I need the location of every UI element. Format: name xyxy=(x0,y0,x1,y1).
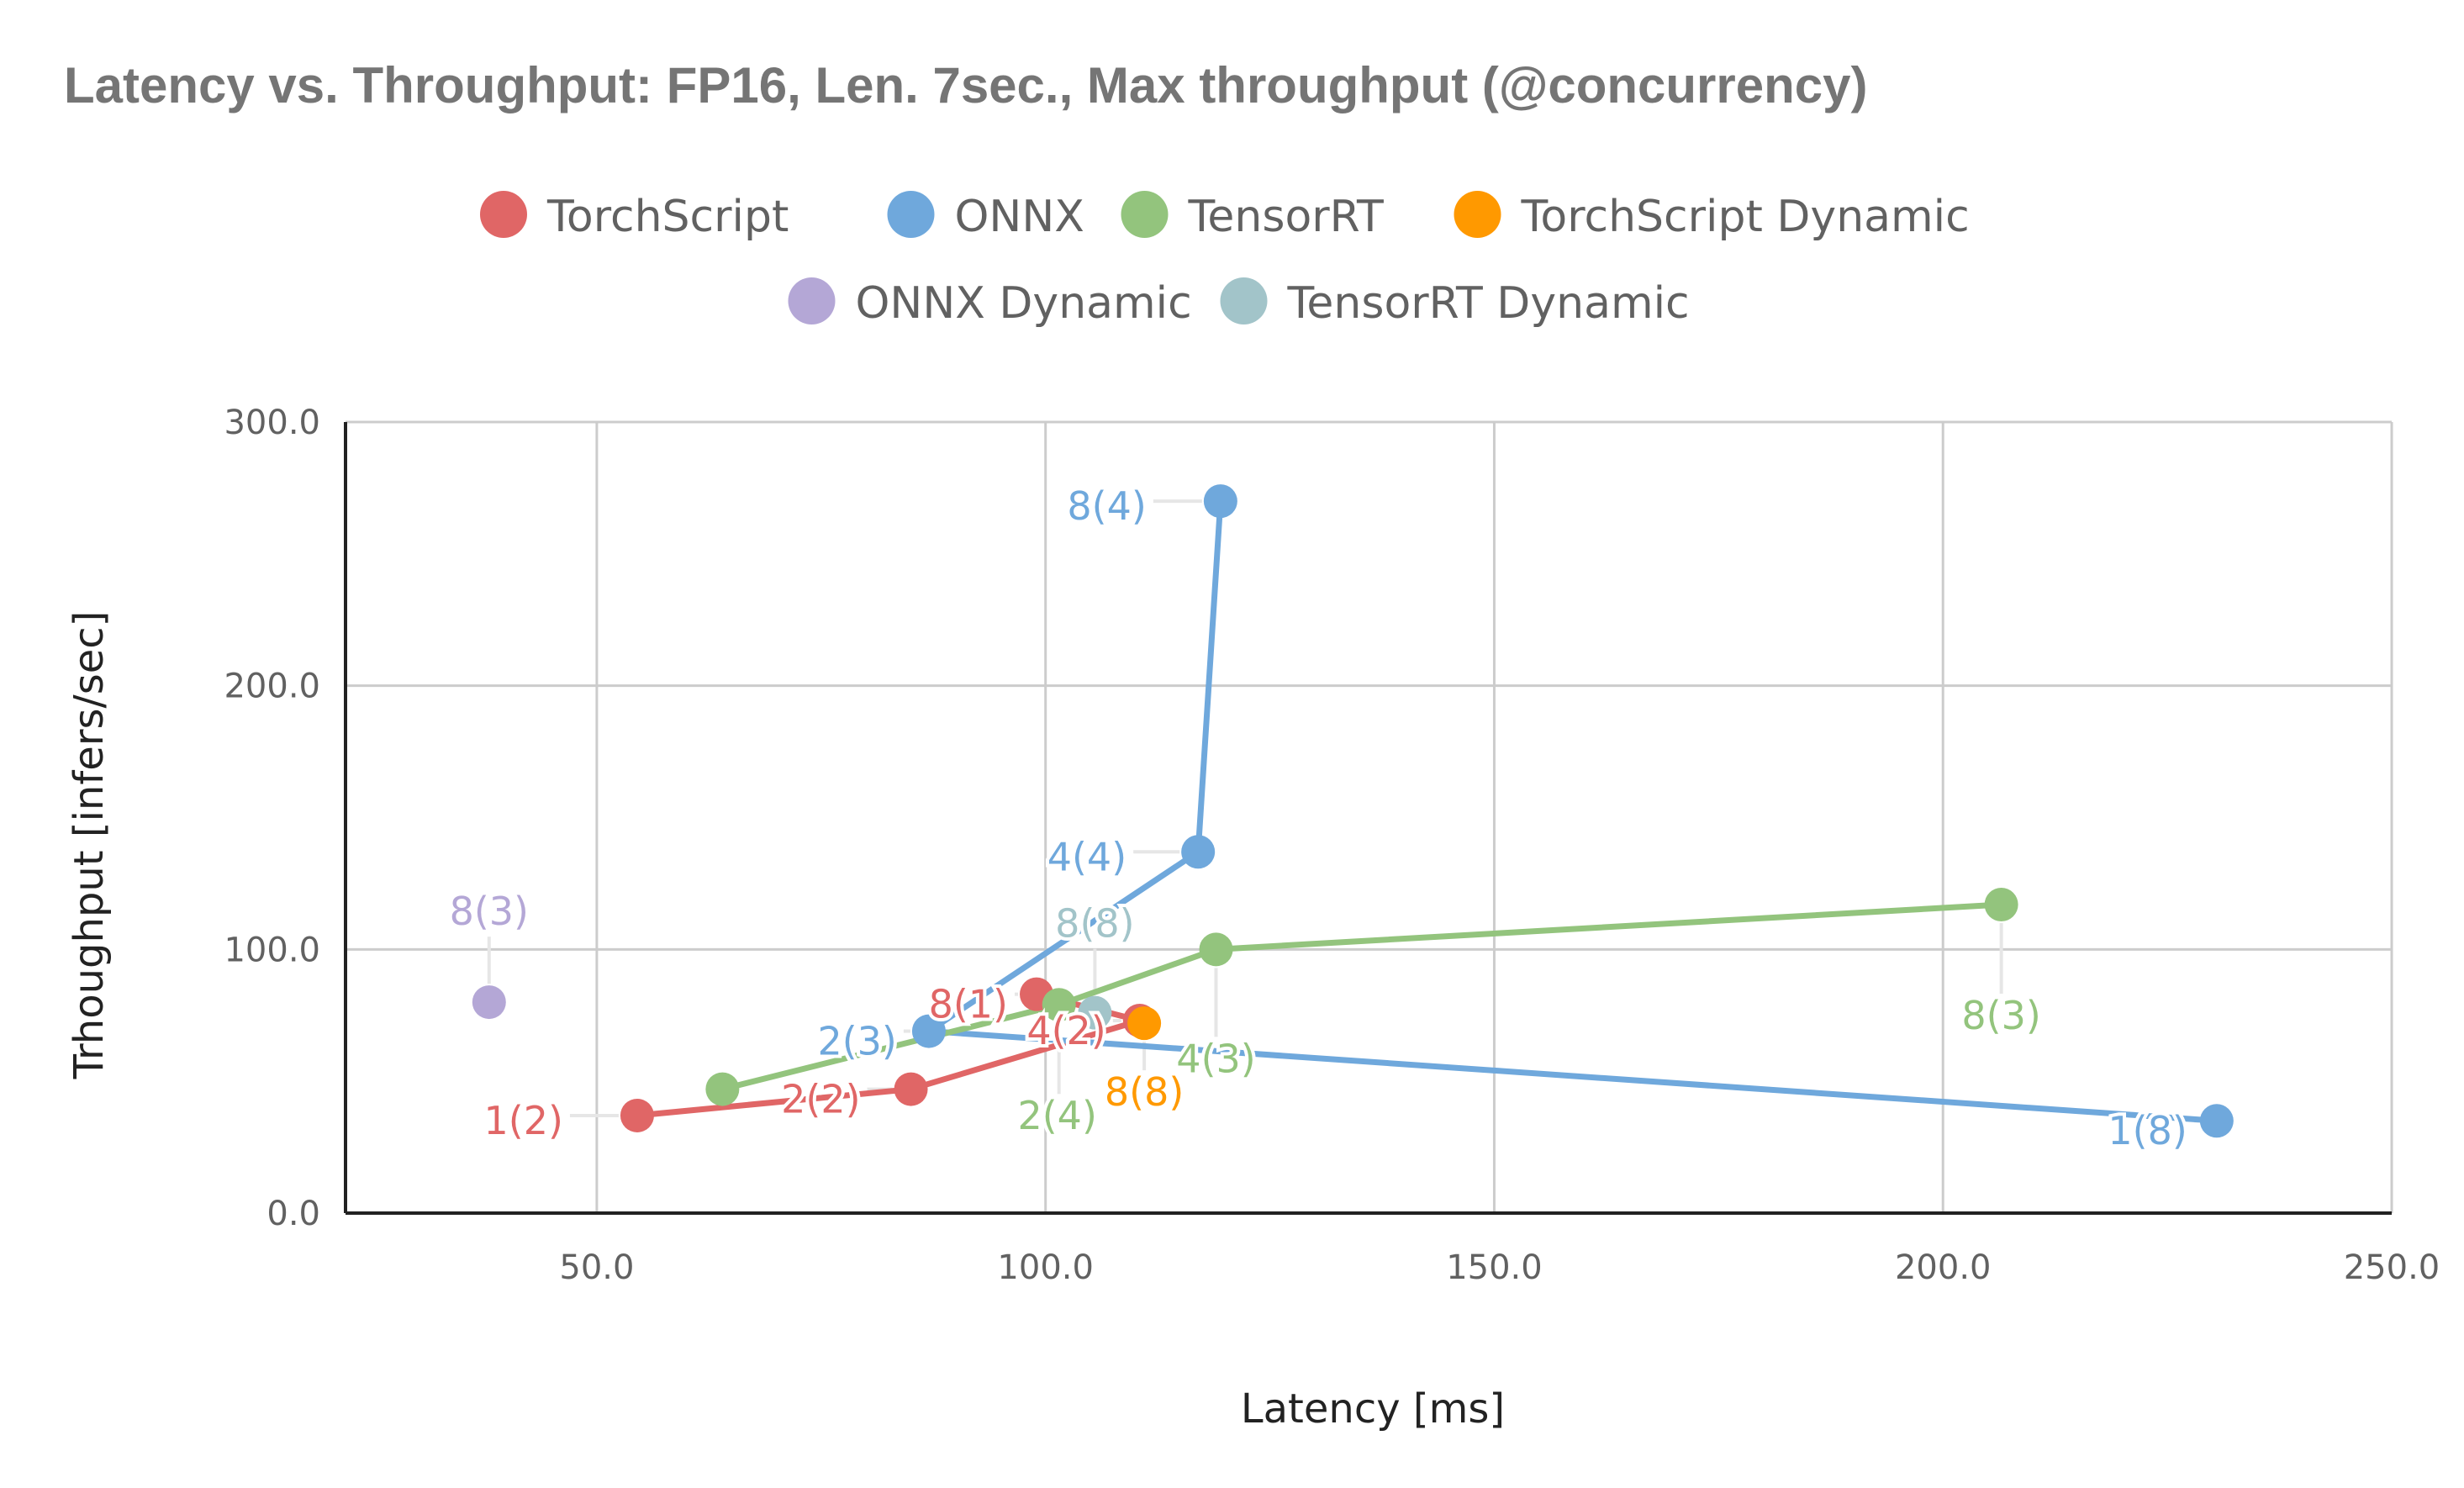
axes xyxy=(344,422,2392,1215)
point-label-1-2: 4(4) xyxy=(1047,834,1126,879)
point-label-0-0: 1(2) xyxy=(484,1098,563,1143)
ticks: 50.0 100.0 150.0 200.0 250.0 0.0 100.0 200.0 300… xyxy=(224,404,2440,1287)
point-1-0 xyxy=(2199,1104,2234,1138)
point-2-2 xyxy=(1199,932,1233,967)
legend-marker-2 xyxy=(1121,191,1169,238)
point-label-2-3: 8(3) xyxy=(1961,993,2040,1038)
point-label-0-1: 2(2) xyxy=(781,1077,860,1122)
chart-title: Latency vs. Throughput: FP16, Len. 7sec.… xyxy=(64,57,1867,113)
point-2-0 xyxy=(705,1072,740,1106)
x-tick-label-3: 200.0 xyxy=(1895,1248,1992,1287)
point-5-0 xyxy=(1078,995,1112,1030)
legend-marker-4 xyxy=(788,277,836,325)
y-tick-label-0: 0.0 xyxy=(266,1195,320,1233)
legend-item-3: TorchScript Dynamic xyxy=(1454,191,1970,242)
point-2-3 xyxy=(1984,888,2018,922)
point-1-2 xyxy=(1181,835,1216,869)
x-tick-label-4: 250.0 xyxy=(2344,1248,2440,1287)
y-tick-label-2: 200.0 xyxy=(224,667,320,706)
legend-marker-1 xyxy=(887,191,935,238)
legend-label-3: TorchScript Dynamic xyxy=(1521,192,1970,242)
point-label-4-0: 8(3) xyxy=(450,889,529,934)
point-0-1 xyxy=(894,1072,928,1106)
y-tick-label-3: 300.0 xyxy=(224,404,320,442)
x-tick-label-0: 50.0 xyxy=(559,1248,634,1287)
point-3-0 xyxy=(1127,1006,1162,1041)
legend-label-5: TensorRT Dynamic xyxy=(1287,278,1690,329)
x-tick-label-2: 150.0 xyxy=(1446,1248,1543,1287)
legend-label-1: ONNX xyxy=(955,192,1084,242)
legend-label-4: ONNX Dynamic xyxy=(856,278,1192,329)
point-label-2-1: 2(4) xyxy=(1017,1093,1096,1138)
legend-item-5: TensorRT Dynamic xyxy=(1220,277,1690,329)
legend-marker-0 xyxy=(480,191,527,238)
legend-label-2: TensorRT xyxy=(1188,192,1385,242)
point-label-0-2: 4(2) xyxy=(1026,1008,1105,1053)
legend-item-2: TensorRT xyxy=(1121,191,1385,242)
point-label-1-0: 1(8) xyxy=(2108,1108,2187,1153)
point-label-1-1: 2(3) xyxy=(817,1019,896,1064)
x-tick-label-1: 100.0 xyxy=(997,1248,1094,1287)
point-1-1 xyxy=(911,1014,946,1048)
y-axis-label: Trhoughput [infers/sec] xyxy=(66,611,113,1080)
label-leaders xyxy=(487,499,2198,1123)
legend-marker-5 xyxy=(1220,277,1268,325)
legend-item-1: ONNX xyxy=(887,191,1084,242)
legend-label-0: TorchScript xyxy=(546,192,789,242)
legend-item-4: ONNX Dynamic xyxy=(788,277,1192,329)
series-points xyxy=(472,484,2234,1138)
legend-marker-3 xyxy=(1454,191,1501,238)
x-axis-label: Latency [ms] xyxy=(1241,1385,1505,1433)
y-tick-label-1: 100.0 xyxy=(224,931,320,969)
legend-item-0: TorchScript xyxy=(480,191,789,242)
point-labels: 1(2) 2(2) 4(2) 8(1) 1(8) 2(3) 4(4) 8(4) 2(4) 4(3)… xyxy=(446,480,2191,1157)
point-2-1 xyxy=(1042,988,1076,1022)
point-4-0 xyxy=(472,985,506,1020)
point-1-3 xyxy=(1203,484,1237,519)
series-line-2 xyxy=(719,901,2005,1093)
point-label-2-2: 4(3) xyxy=(1176,1036,1255,1081)
legend: TorchScript ONNX TensorRT TorchScript Dynam… xyxy=(480,191,1970,329)
grid xyxy=(346,420,2393,1213)
point-0-0 xyxy=(620,1098,654,1132)
series-line-1 xyxy=(926,498,2220,1124)
point-label-3-0: 8(8) xyxy=(1105,1069,1184,1115)
point-label-5-0: 8(8) xyxy=(1055,901,1134,947)
point-label-1-3: 8(4) xyxy=(1067,483,1146,529)
point-label-0-3: 8(1) xyxy=(929,982,1008,1027)
